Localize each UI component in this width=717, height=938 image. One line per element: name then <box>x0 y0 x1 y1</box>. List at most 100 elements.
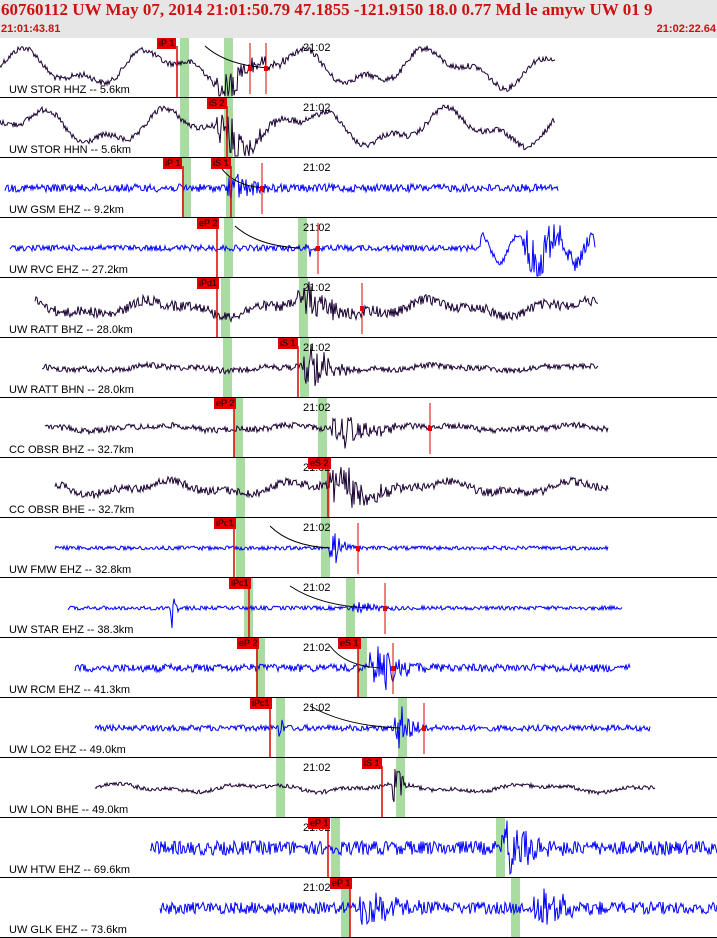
seismogram-trace <box>94 698 651 758</box>
phase-pick-tag[interactable]: iS 1 <box>362 758 382 769</box>
trace-panel[interactable]: 21:02 eP 2 UW RVC EHZ -- 27.2km <box>0 218 717 278</box>
pick-window-marker <box>276 698 285 758</box>
phase-pick-tag[interactable]: eP 1 <box>308 818 331 829</box>
minute-tick-label: 21:02 <box>303 222 331 234</box>
seismogram-trace <box>159 878 717 938</box>
phase-pick-tag[interactable]: iPc1 <box>250 698 272 709</box>
panel-divider <box>0 457 717 458</box>
station-channel-label: CC OBSR BHZ -- 32.7km <box>9 444 134 456</box>
panel-divider <box>0 877 717 878</box>
amplitude-marker-head <box>356 546 360 551</box>
trace-panel[interactable]: 21:02 iP 1 iS 1 UW GSM EHZ -- 9.2km <box>0 158 717 218</box>
trace-panel[interactable]: 21:02 eP 2 CC OBSR BHZ -- 32.7km <box>0 398 717 458</box>
phase-pick-tag[interactable]: eP 2 <box>237 638 260 649</box>
trace-panel[interactable]: 21:02 eP 1 UW GLK EHZ -- 73.6km <box>0 878 717 938</box>
pick-window-marker <box>180 38 189 98</box>
pick-window-marker <box>224 218 233 278</box>
minute-tick-label: 21:02 <box>303 582 331 594</box>
trace-panel[interactable]: 21:02 iP 1 UW STOR HHZ -- 5.6km <box>0 38 717 98</box>
panel-divider <box>0 697 717 698</box>
waveform-line <box>9 224 596 277</box>
pick-window-marker <box>180 98 189 158</box>
phase-pick-tag[interactable]: iS 1 <box>211 158 231 169</box>
amplitude-marker-head <box>422 726 426 731</box>
waveform-line <box>44 416 609 449</box>
minute-tick-label: 21:02 <box>303 882 331 894</box>
seismogram-trace <box>34 278 599 338</box>
waveform-line <box>74 646 631 691</box>
panel-divider <box>0 217 717 218</box>
arrival-curve <box>219 165 266 189</box>
panel-divider <box>0 157 717 158</box>
station-channel-label: UW RCM EHZ -- 41.3km <box>9 684 130 696</box>
seismogram-trace <box>54 518 609 578</box>
arrival-curve <box>269 525 331 549</box>
trace-panel[interactable]: 21:02eS 2CC OBSR BHE -- 32.7km <box>0 458 717 518</box>
station-channel-label: UW RVC EHZ -- 27.2km <box>9 264 128 276</box>
station-channel-label: UW STOR HHZ -- 5.6km <box>9 84 130 96</box>
phase-pick-tag[interactable]: iP 1 <box>163 158 183 169</box>
amplitude-marker-head <box>391 666 395 671</box>
pick-window-marker <box>299 278 308 338</box>
pick-window-marker <box>298 218 307 278</box>
pick-window-marker <box>256 638 265 698</box>
phase-pick-tag[interactable]: iS 2 <box>207 98 227 109</box>
seismogram-trace <box>54 458 609 518</box>
pick-window-marker <box>223 338 232 398</box>
waveform-line <box>4 173 559 200</box>
trace-panel[interactable]: 21:02 eP 2 eS 1 UW RCM EHZ -- 41.3km <box>0 638 717 698</box>
waveform-line <box>0 45 556 97</box>
phase-pick-tag[interactable]: iPc1 <box>229 578 251 589</box>
trace-panel[interactable]: 21:02 iS 1 UW RATT BHN -- 28.0km <box>0 338 717 398</box>
phase-pick-tag[interactable]: iP 1 <box>157 38 177 49</box>
phase-pick-tag[interactable]: iPd1 <box>197 278 220 289</box>
amplitude-marker-head <box>360 306 364 311</box>
trace-panel[interactable]: 21:02 iPc1 UW FMW EHZ -- 32.8km <box>0 518 717 578</box>
phase-pick-tag[interactable]: eP 1 <box>330 878 353 889</box>
panel-divider <box>0 817 717 818</box>
window-start-time: 21:01:43.81 <box>1 23 61 35</box>
seismogram-panels: 21:02 iP 1 UW STOR HHZ -- 5.6km 21:02 iS 2 UW… <box>0 38 717 938</box>
station-channel-label: UW STOR HHN -- 5.6km <box>9 144 132 156</box>
station-channel-label: UW RATT BHZ -- 28.0km <box>9 324 133 336</box>
panel-divider <box>0 397 717 398</box>
seismogram-trace <box>0 98 556 158</box>
amplitude-marker-head <box>428 426 432 431</box>
pick-window-marker <box>341 878 350 938</box>
phase-pick-tag[interactable]: iPc1 <box>214 518 236 529</box>
minute-tick-label: 21:02 <box>303 162 331 174</box>
phase-pick-tag[interactable]: eP 2 <box>197 218 220 229</box>
minute-tick-label: 21:02 <box>303 702 331 714</box>
seismogram-trace <box>74 638 631 698</box>
trace-panel[interactable]: 21:02 iS 1 UW LON BHE -- 49.0km <box>0 758 717 818</box>
waveform-line <box>34 281 599 324</box>
phase-pick-tag[interactable]: eS 2 <box>308 458 331 469</box>
trace-panel[interactable]: 21:02 iPc1 UW LO2 EHZ -- 49.0km <box>0 698 717 758</box>
minute-tick-label: 21:02 <box>303 42 331 54</box>
seismogram-trace <box>149 818 717 878</box>
phase-pick-tag[interactable]: eS 1 <box>338 638 361 649</box>
phase-pick-tag[interactable]: eP 2 <box>214 398 237 409</box>
trace-panel[interactable]: 21:02 iPd1 UW RATT BHZ -- 28.0km <box>0 278 717 338</box>
phase-pick-tag[interactable]: iS 1 <box>278 338 298 349</box>
minute-tick-label: 21:02 <box>303 522 331 534</box>
panel-divider <box>0 637 717 638</box>
waveform-line <box>54 467 609 508</box>
minute-tick-label: 21:02 <box>303 762 331 774</box>
panel-divider <box>0 757 717 758</box>
seismogram-trace <box>9 218 596 278</box>
pick-window-marker <box>221 278 230 338</box>
station-channel-label: UW GLK EHZ -- 73.6km <box>9 924 127 936</box>
minute-tick-label: 21:02 <box>303 102 331 114</box>
window-end-time: 21:02:22.64 <box>656 23 716 35</box>
minute-tick-label: 21:02 <box>303 402 331 414</box>
arrival-curve <box>204 45 271 69</box>
waveform-line <box>0 104 556 157</box>
trace-panel[interactable]: 21:02 iS 2 UW STOR HHN -- 5.6km <box>0 98 717 158</box>
pick-window-marker <box>496 818 505 878</box>
event-title: 60760112 UW May 07, 2014 21:01:50.79 47.… <box>1 0 653 19</box>
waveform-line <box>149 820 717 876</box>
pick-window-marker <box>321 458 330 518</box>
trace-panel[interactable]: 21:02 iPc1 UW STAR EHZ -- 38.3km <box>0 578 717 638</box>
